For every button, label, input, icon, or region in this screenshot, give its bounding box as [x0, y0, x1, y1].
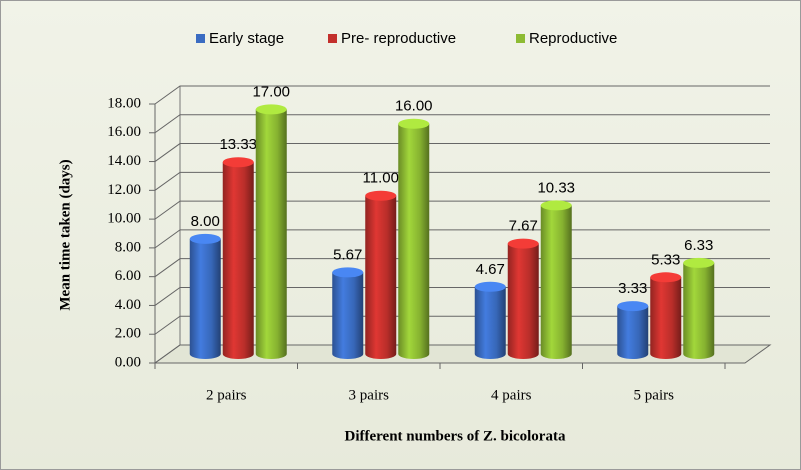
- x-tick-label: 3 pairs: [349, 387, 390, 403]
- y-tick-label: 2.00: [115, 326, 141, 342]
- bar-top: [683, 257, 715, 268]
- grid-line: [154, 143, 770, 162]
- value-label: 11.00: [363, 170, 399, 187]
- y-axis-label: Mean time taken (days): [57, 159, 73, 310]
- bar: [332, 272, 364, 359]
- x-tick-label: 5 pairs: [634, 387, 675, 403]
- legend-swatch: [516, 34, 525, 43]
- grid-line: [154, 171, 770, 191]
- bar: [398, 123, 430, 360]
- bar-top: [332, 267, 364, 278]
- bar-top: [398, 118, 430, 129]
- y-tick-label: 0.00: [115, 354, 141, 370]
- bar-top: [617, 301, 649, 312]
- bar-top: [365, 190, 397, 201]
- value-label: 7.67: [509, 218, 538, 235]
- bar-top: [222, 157, 254, 168]
- legend-swatch: [196, 34, 205, 43]
- bar-top: [189, 233, 221, 244]
- bar: [365, 195, 397, 359]
- grid-line: [154, 85, 770, 105]
- y-tick-label: 6.00: [115, 268, 141, 284]
- bar-top: [255, 104, 287, 115]
- legend-label: Pre- reproductive: [341, 30, 456, 47]
- value-label: 6.33: [684, 237, 713, 254]
- bar-top: [540, 200, 572, 211]
- bar: [222, 162, 254, 359]
- x-tick-label: 2 pairs: [206, 387, 247, 403]
- bar: [507, 243, 539, 359]
- y-tick-label: 4.00: [115, 297, 141, 313]
- grid-line: [154, 286, 770, 306]
- bar: [650, 277, 682, 359]
- x-axis-label: Different numbers of Z. bicolorata: [345, 428, 566, 444]
- value-label: 3.33: [618, 280, 647, 297]
- y-tick-label: 18.00: [107, 95, 141, 111]
- value-label: 13.33: [219, 136, 257, 153]
- bar-top: [507, 238, 539, 249]
- bar-top: [650, 272, 682, 283]
- bar: [683, 262, 715, 359]
- value-label: 17.00: [252, 83, 290, 100]
- y-tick-label: 10.00: [107, 211, 141, 227]
- grid-line: [154, 229, 770, 249]
- legend-label: Early stage: [209, 30, 284, 47]
- grid-line: [154, 114, 770, 134]
- value-label: 5.67: [333, 246, 362, 263]
- legend-label: Reproductive: [529, 30, 617, 47]
- grid-line: [154, 315, 770, 335]
- y-tick-label: 8.00: [115, 239, 141, 255]
- y-tick-label: 12.00: [107, 182, 141, 198]
- bar: [617, 306, 649, 359]
- bar: [255, 109, 287, 359]
- value-label: 8.00: [191, 213, 220, 230]
- value-label: 16.00: [395, 98, 433, 115]
- grid-line: [154, 258, 770, 278]
- y-tick-label: 16.00: [107, 124, 141, 140]
- x-tick-label: 4 pairs: [491, 387, 532, 403]
- bar: [474, 286, 506, 359]
- grid-line: [154, 200, 770, 220]
- legend-swatch: [328, 34, 337, 43]
- value-label: 10.33: [537, 179, 575, 196]
- value-label: 5.33: [651, 251, 680, 268]
- y-tick-label: 14.00: [107, 153, 141, 169]
- bar: [540, 205, 572, 359]
- value-label: 4.67: [476, 261, 505, 278]
- grid-line: [154, 344, 770, 364]
- bar-top: [474, 281, 506, 292]
- bar: [189, 238, 221, 359]
